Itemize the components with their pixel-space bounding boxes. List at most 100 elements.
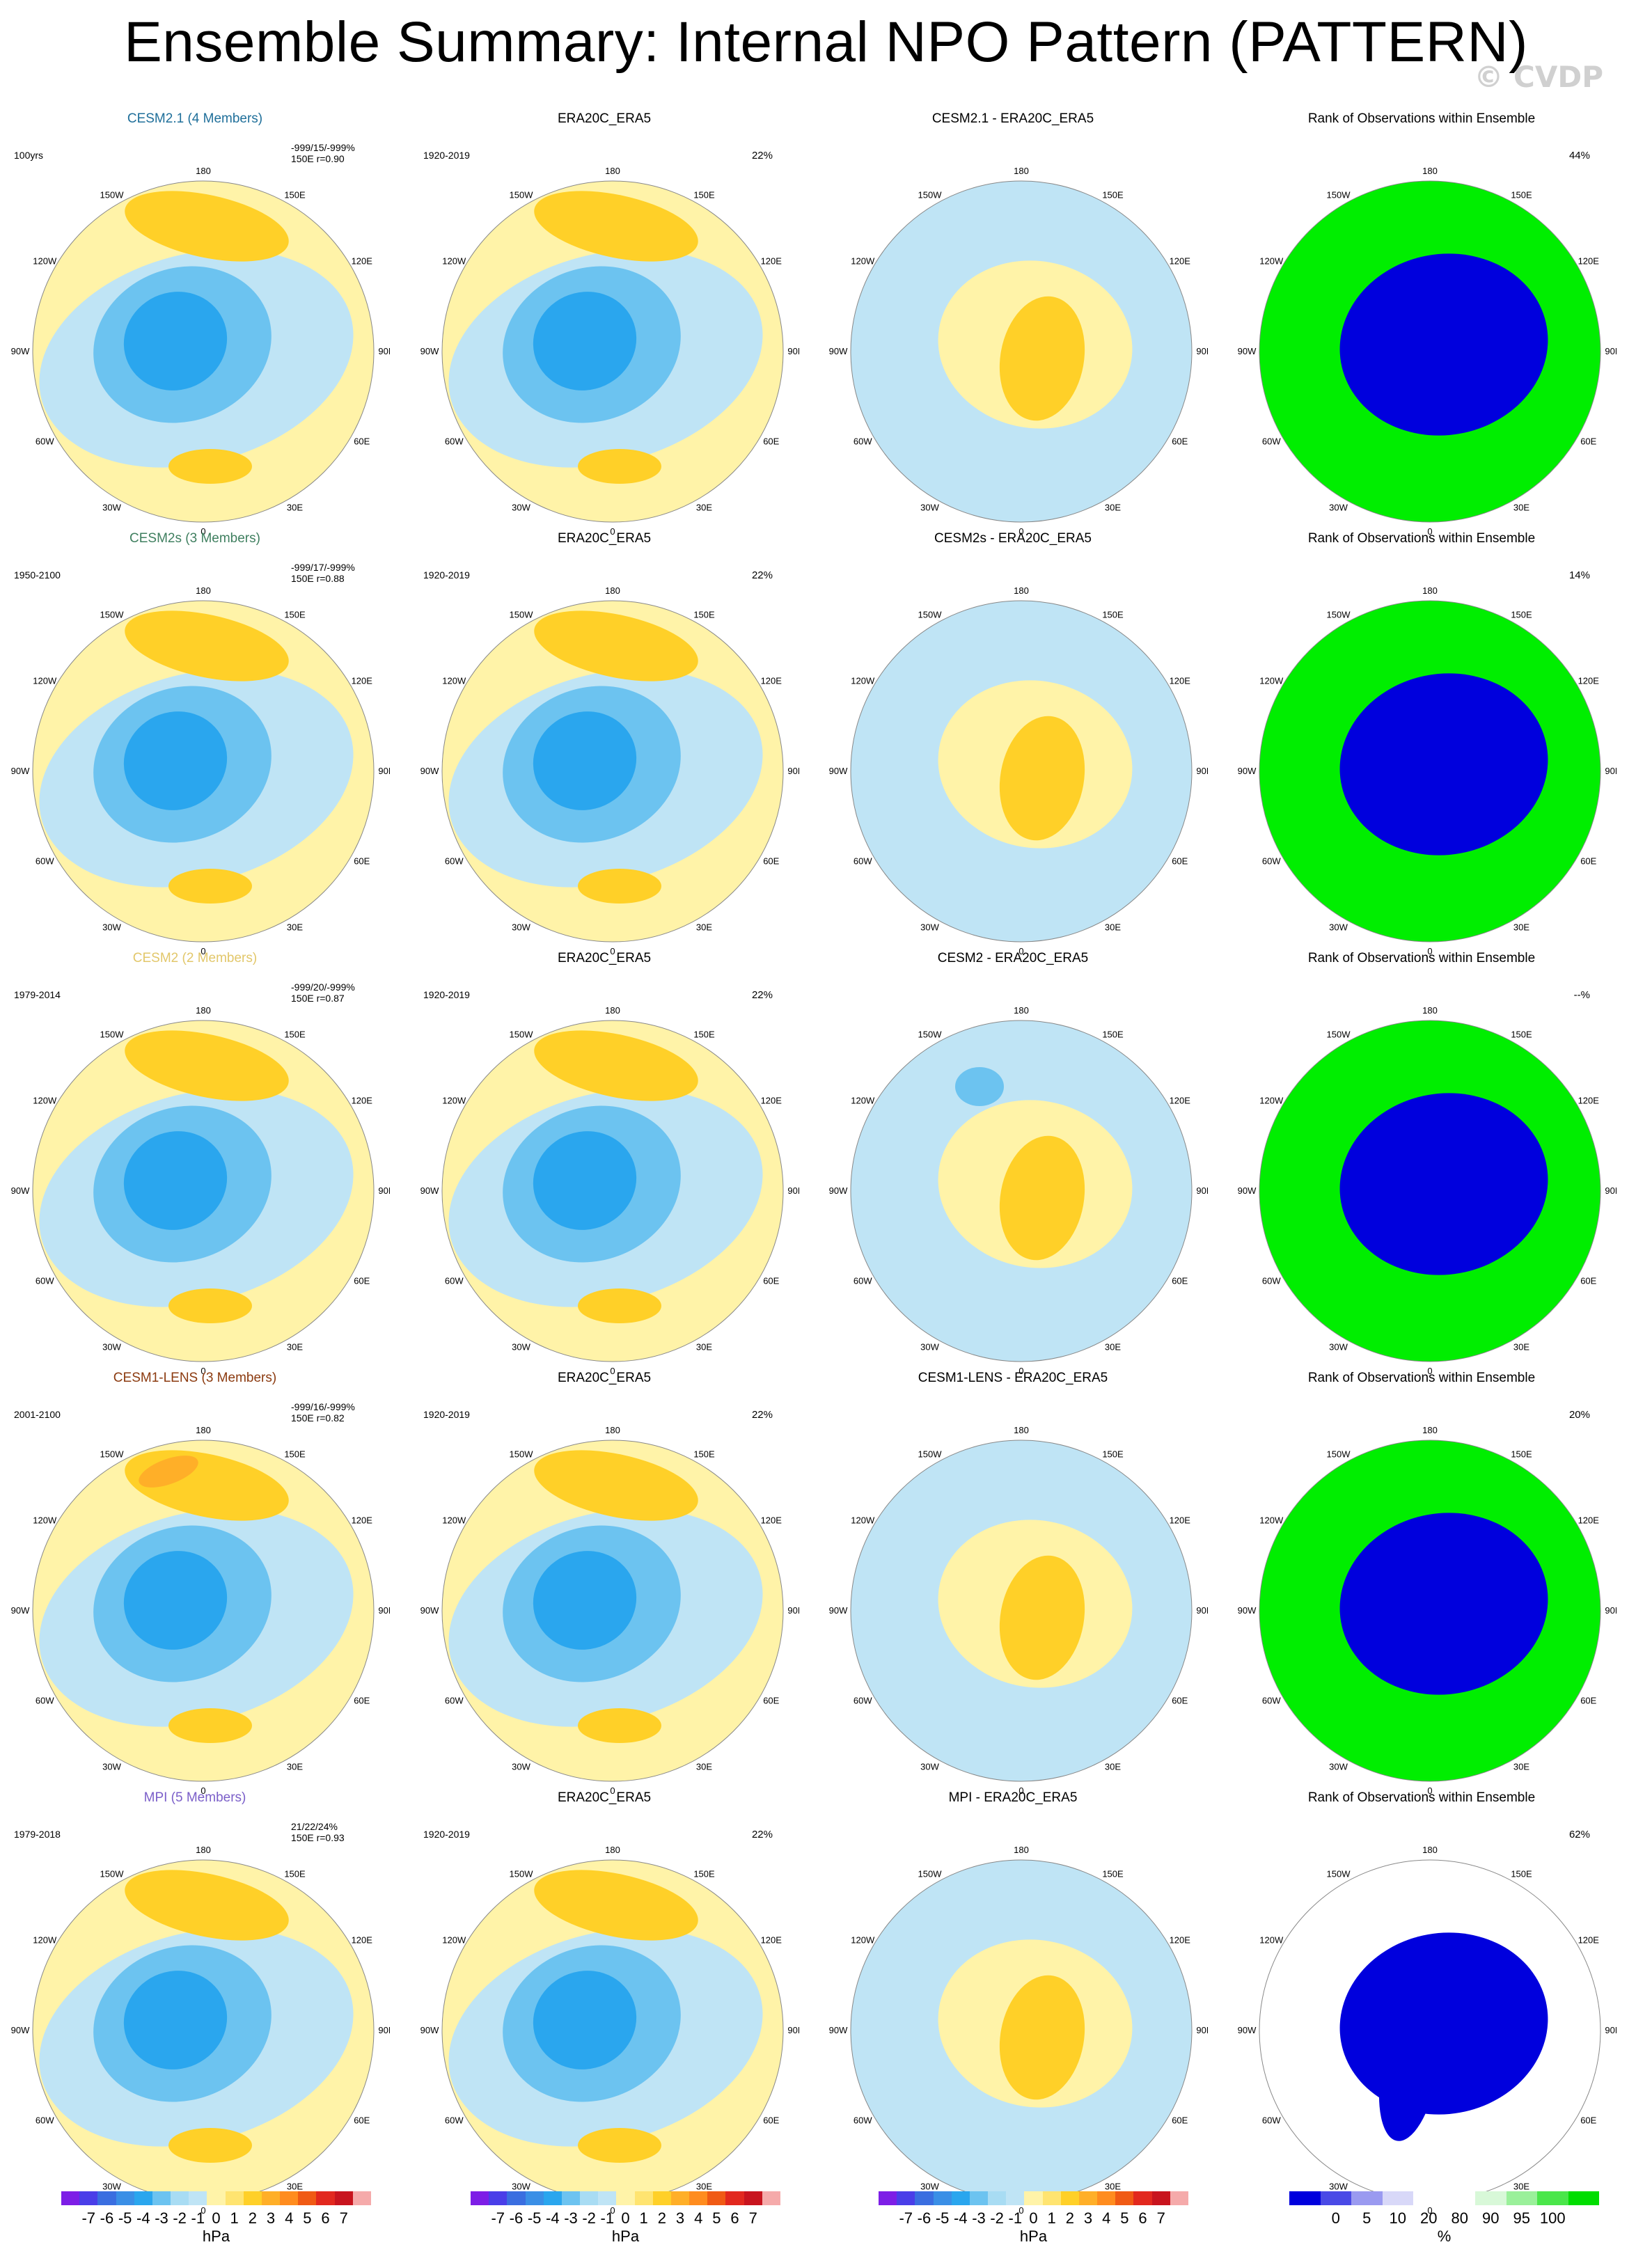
- colorbar-label: 4: [285, 2209, 294, 2227]
- lon-label: 120E: [761, 1515, 782, 1526]
- panel-title: Rank of Observations within Ensemble: [1307, 1371, 1536, 1385]
- polar-map-ens: 180 150E 120E 90E 60E 30E 0 30W 60W 90W 120W 150W: [11, 1005, 390, 1375]
- high-pressure-north: [534, 191, 698, 262]
- lon-label: 150W: [100, 1869, 125, 1879]
- polar-map-diff: 180 150E 120E 90E 60E 30E 0 30W 60W 90W 120W 150W: [829, 166, 1208, 536]
- lon-label: 120W: [33, 676, 57, 686]
- lon-label: 60W: [445, 1276, 464, 1286]
- lon-label: 120W: [851, 1096, 875, 1106]
- diff-positive-core: [999, 1135, 1085, 1261]
- lon-label: 150E: [1102, 1030, 1124, 1040]
- lon-label: 150E: [693, 190, 715, 200]
- lon-label: 0: [200, 1366, 205, 1375]
- map-border: [1259, 1440, 1601, 1782]
- map-border: [441, 1020, 784, 1362]
- colorbar-cell: [79, 2191, 98, 2205]
- colorbar-cell: [1320, 2191, 1351, 2205]
- panel-title: CESM2.1 (4 Members): [127, 111, 263, 126]
- lon-label: 30E: [1105, 2181, 1121, 2191]
- colorbar-cell: [207, 2191, 226, 2205]
- lon-label: 120W: [851, 1935, 875, 1946]
- polar-map-rank: 180 150E 120E 90E 60E 30E 0 30W 60W 90W 120W 150W: [1238, 1005, 1616, 1375]
- lon-label: 60W: [853, 1276, 872, 1286]
- lon-label: 30E: [287, 2181, 303, 2191]
- lon-label: 150E: [284, 190, 306, 200]
- panel-title: CESM1-LENS - ERA20C_ERA5: [918, 1371, 1108, 1385]
- lon-label: 0: [200, 2205, 205, 2215]
- lon-label: 120E: [1170, 1096, 1191, 1106]
- panel-rank: Rank of Observations within Ensemble 14% 1…: [1227, 531, 1616, 956]
- lon-label: 0: [610, 946, 615, 956]
- page-title: Ensemble Summary: Internal NPO Pattern (…: [124, 10, 1528, 74]
- colorbar-cell: [489, 2191, 508, 2205]
- polar-map-ens: 180 150E 120E 90E 60E 30E 0 30W 60W 90W 120W 150W: [11, 1425, 390, 1795]
- colorbar-cell: [762, 2191, 780, 2205]
- lon-label: 60W: [445, 1696, 464, 1706]
- map-border: [850, 1440, 1193, 1782]
- lon-label: 30W: [1329, 2181, 1348, 2191]
- lon-label: 60W: [1262, 856, 1281, 867]
- colorbar-label: 20: [1420, 2209, 1438, 2227]
- percent-label: 22%: [751, 989, 773, 1001]
- polar-map-obs: 180 150E 120E 90E 60E 30E 0 30W 60W 90W 120W 150W: [420, 1425, 799, 1795]
- lon-label: 120E: [1170, 1935, 1191, 1946]
- map-border: [441, 180, 784, 523]
- low-pressure-core: [533, 1971, 637, 2069]
- colorbar-label: 0: [212, 2209, 221, 2227]
- lon-label: 0: [610, 1366, 615, 1375]
- low-pressure-core: [123, 711, 228, 810]
- lon-label: 30W: [920, 1341, 939, 1352]
- lon-label: 150E: [693, 610, 715, 620]
- lon-label: 150W: [510, 190, 534, 200]
- lon-label: 150E: [284, 610, 306, 620]
- lon-label: 150W: [1327, 190, 1351, 200]
- polar-map-ens: 180 150E 120E 90E 60E 30E 0 30W 60W 90W 120W 150W: [11, 1845, 390, 2215]
- lon-label: 120W: [33, 1096, 57, 1106]
- panel-diff: CESM2.1 - ERA20C_ERA5 180 150E 120E 90E 60E 30…: [818, 111, 1208, 536]
- lon-label: 30W: [1329, 502, 1348, 512]
- lon-label: 90E: [787, 1605, 799, 1616]
- lon-label: 90W: [420, 2025, 439, 2035]
- lon-label: 180: [1014, 1425, 1029, 1435]
- low-pressure-core: [123, 1551, 228, 1650]
- lon-label: 180: [605, 166, 620, 176]
- lon-label: 0: [1427, 526, 1432, 536]
- lon-label: 30W: [512, 502, 530, 512]
- lon-label: 30E: [1513, 922, 1529, 932]
- colorbar-label: 5: [1120, 2209, 1129, 2227]
- lon-label: 120E: [761, 256, 782, 267]
- panel-diff: CESM2 - ERA20C_ERA5 180 150E 120E 90E 60E 30E 0…: [818, 951, 1208, 1375]
- map-border: [1259, 1020, 1601, 1362]
- colorbar-label: -2: [582, 2209, 596, 2227]
- lon-label: 60W: [853, 2115, 872, 2126]
- colorbar-label: 4: [1102, 2209, 1111, 2227]
- lon-label: 30E: [1105, 502, 1121, 512]
- map-border: [1259, 180, 1601, 523]
- panel-title: Rank of Observations within Ensemble: [1307, 111, 1536, 126]
- colorbar-cell: [507, 2191, 526, 2205]
- colorbar-label: 0: [1029, 2209, 1038, 2227]
- colorbar-cell: [951, 2191, 970, 2205]
- colorbar-cell: [707, 2191, 726, 2205]
- colorbar-label: 4: [694, 2209, 703, 2227]
- colorbar-cell: [561, 2191, 581, 2205]
- colorbar-label: -5: [118, 2209, 132, 2227]
- panel-title: CESM1-LENS (3 Members): [113, 1371, 277, 1385]
- colorbar-label: 2: [657, 2209, 666, 2227]
- lon-label: 60W: [445, 856, 464, 867]
- lon-label: 150E: [1511, 190, 1532, 200]
- colorbar-label: 5: [303, 2209, 312, 2227]
- colorbar-cell: [652, 2191, 671, 2205]
- colorbar-label: 7: [748, 2209, 757, 2227]
- polar-map-diff: 180 150E 120E 90E 60E 30E 0 30W 60W 90W 120W 150W: [829, 1425, 1208, 1795]
- colorbar-cell: [897, 2191, 915, 2205]
- panel-title: CESM2s (3 Members): [129, 531, 260, 546]
- colorbar-label: 0: [621, 2209, 630, 2227]
- lon-label: 90E: [1196, 2025, 1208, 2035]
- colorbar-cell: [352, 2191, 371, 2205]
- percent-label: --%: [1573, 989, 1590, 1001]
- lon-label: 60E: [1172, 1276, 1188, 1286]
- panel-obs: ERA20C_ERA5 1920-2019 22% 180 150E 120E 90E 60E…: [409, 951, 799, 1375]
- diff-positive-core: [999, 296, 1085, 421]
- lon-label: 150W: [510, 610, 534, 620]
